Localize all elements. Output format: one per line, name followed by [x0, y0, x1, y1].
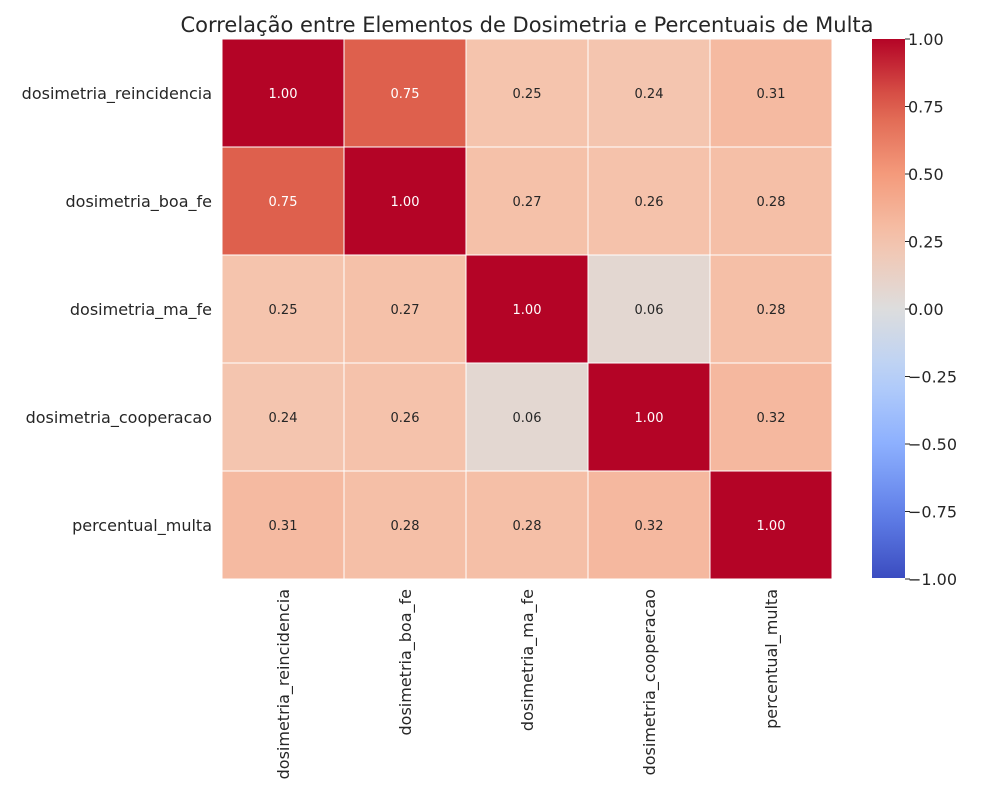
heatmap-cell-label: 1.00 — [391, 195, 420, 210]
y-tick-label: dosimetria_ma_fe — [70, 300, 212, 320]
heatmap-cell-label: 0.31 — [757, 87, 786, 102]
heatmap-cell — [709, 38, 833, 148]
heatmap-cell — [343, 254, 467, 364]
heatmap-cell — [343, 470, 467, 580]
y-tick-label: percentual_multa — [72, 516, 212, 536]
x-tick-label: dosimetria_boa_fe — [396, 589, 416, 735]
x-axis-tick-labels: dosimetria_reincidencia dosimetria_boa_fe… — [274, 589, 782, 779]
heatmap-cell-label: 0.28 — [391, 519, 420, 534]
colorbar-tick-label: −0.75 — [908, 503, 957, 522]
x-tick-label: dosimetria_ma_fe — [518, 589, 538, 731]
colorbar-tick-label: −1.00 — [908, 570, 957, 589]
heatmap-cell-label: 0.32 — [635, 519, 664, 534]
heatmap-cell-label: 1.00 — [269, 87, 298, 102]
x-tick-label: percentual_multa — [762, 589, 782, 729]
colorbar-gradient — [872, 39, 905, 578]
heatmap-cell-label: 0.27 — [391, 303, 420, 318]
heatmap-cell-label: 0.06 — [635, 303, 664, 318]
heatmap-cell-label: 0.31 — [269, 519, 298, 534]
y-tick-label: dosimetria_boa_fe — [66, 192, 212, 212]
colorbar-tick-label: −0.25 — [908, 368, 957, 387]
heatmap-cell-label: 0.32 — [757, 411, 786, 426]
y-axis-tick-labels: dosimetria_reincidencia dosimetria_boa_fe… — [22, 84, 212, 536]
heatmap-cells — [221, 38, 833, 580]
heatmap-cell — [465, 38, 589, 148]
heatmap-cell — [709, 254, 833, 364]
heatmap-cell-label: 1.00 — [757, 519, 786, 534]
y-tick-label: dosimetria_cooperacao — [26, 408, 212, 428]
heatmap-cell — [221, 362, 345, 472]
heatmap-cell — [465, 470, 589, 580]
colorbar-tick-labels: −1.00 −0.75 −0.50 −0.25 0.00 0.25 0.50 0.75 1.00 — [905, 30, 957, 589]
heatmap-cell — [221, 38, 345, 148]
heatmap-cell — [465, 362, 589, 472]
heatmap-cell-label: 0.25 — [513, 87, 542, 102]
colorbar — [872, 39, 905, 578]
heatmap-cell-label: 0.75 — [269, 195, 298, 210]
heatmap-cell-label: 0.28 — [757, 195, 786, 210]
x-tick-label: dosimetria_reincidencia — [274, 589, 294, 779]
heatmap-cell-label: 0.28 — [757, 303, 786, 318]
heatmap-cell-label: 0.24 — [635, 87, 664, 102]
heatmap-cell — [343, 362, 467, 472]
heatmap-cell — [709, 362, 833, 472]
heatmap-cell — [465, 254, 589, 364]
colorbar-tick-label: 0.75 — [908, 98, 944, 117]
heatmap-cell-labels: 1.00 0.75 0.25 0.24 0.31 0.75 1.00 0.27 0.26 0.28… — [269, 87, 786, 534]
heatmap-cell-label: 1.00 — [635, 411, 664, 426]
heatmap-cell — [221, 146, 345, 256]
heatmap-cell-label: 0.27 — [513, 195, 542, 210]
heatmap-cell — [587, 38, 711, 148]
colorbar-tick-label: 0.25 — [908, 233, 944, 252]
heatmap-cell-label: 0.26 — [391, 411, 420, 426]
heatmap-cell — [587, 362, 711, 472]
heatmap-cell — [465, 146, 589, 256]
colorbar-tick-label: 0.00 — [908, 300, 944, 319]
heatmap-cell-label: 0.25 — [269, 303, 298, 318]
heatmap-cell-label: 0.75 — [391, 87, 420, 102]
y-tick-label: dosimetria_reincidencia — [22, 84, 212, 104]
x-tick-label: dosimetria_cooperacao — [640, 589, 660, 775]
heatmap-cell-label: 0.26 — [635, 195, 664, 210]
heatmap-cell — [709, 470, 833, 580]
colorbar-tick-label: 1.00 — [908, 30, 944, 49]
heatmap-cell-label: 0.06 — [513, 411, 542, 426]
heatmap-cell — [343, 38, 467, 148]
heatmap-cell — [709, 146, 833, 256]
heatmap-cell — [587, 254, 711, 364]
heatmap-cell-label: 0.24 — [269, 411, 298, 426]
heatmap-cell-label: 1.00 — [513, 303, 542, 318]
colorbar-tick-label: −0.50 — [908, 435, 957, 454]
chart-title: Correlação entre Elementos de Dosimetria… — [180, 13, 873, 37]
colorbar-tick-label: 0.50 — [908, 165, 944, 184]
heatmap-cell — [221, 470, 345, 580]
heatmap-cell-label: 0.28 — [513, 519, 542, 534]
